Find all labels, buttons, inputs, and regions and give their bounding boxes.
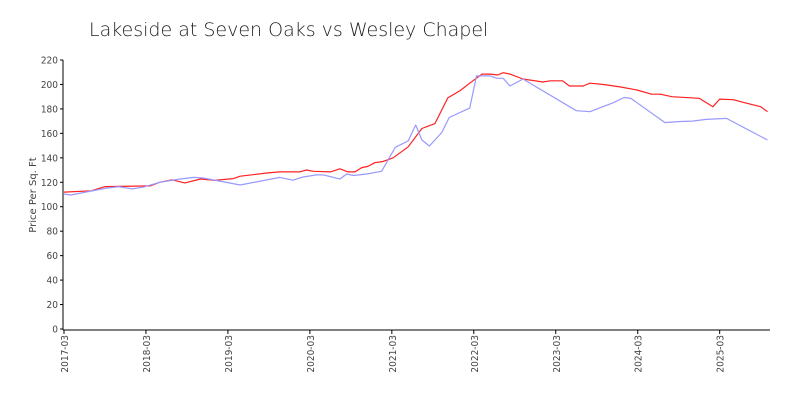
- y-tick-label: 220: [41, 56, 58, 67]
- x-tick-label: 2025-03: [716, 335, 727, 373]
- y-tick-label: 180: [41, 104, 58, 115]
- y-tick-label: 120: [41, 178, 58, 189]
- series-line-wesley-chapel: [63, 75, 768, 196]
- x-tick-label: 2022-03: [470, 335, 481, 373]
- series-lines: [63, 72, 768, 196]
- y-axis-label: Price Per Sq. Ft: [28, 157, 39, 232]
- x-tick-label: 2021-03: [388, 335, 399, 373]
- axes: 0 20 40 60 80 100 120 140 160 180 200 220 2017-03 201…: [41, 56, 770, 373]
- x-tick-label: 2018-03: [142, 335, 153, 373]
- y-tick-label: 20: [47, 300, 59, 311]
- y-tick-label: 200: [41, 80, 58, 91]
- x-tick-label: 2024-03: [634, 335, 645, 373]
- y-tick-label: 40: [47, 276, 59, 287]
- y-tick-label: 140: [41, 153, 58, 164]
- y-tick-label: 160: [41, 129, 58, 140]
- x-tick-label: 2020-03: [306, 335, 317, 373]
- y-tick-label: 0: [52, 325, 58, 336]
- y-tick-label: 60: [47, 251, 59, 262]
- chart-title: Lakeside at Seven Oaks vs Wesley Chapel: [89, 19, 488, 41]
- x-tick-label: 2017-03: [60, 335, 71, 373]
- x-tick-label: 2023-03: [552, 335, 563, 373]
- series-line-lakeside-at-seven-oaks: [63, 72, 768, 193]
- y-tick-label: 80: [47, 227, 59, 238]
- x-tick-label: 2019-03: [224, 335, 235, 373]
- y-tick-label: 100: [41, 202, 58, 213]
